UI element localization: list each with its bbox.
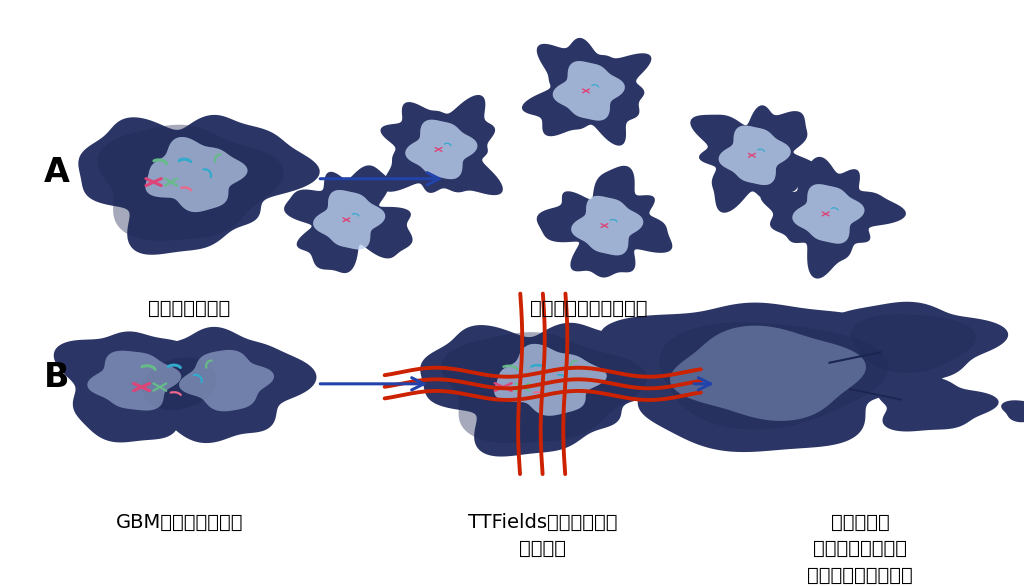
Polygon shape (53, 332, 221, 442)
Polygon shape (793, 184, 864, 244)
Text: 出現越來越多的癌細胞: 出現越來越多的癌細胞 (530, 299, 647, 318)
Polygon shape (97, 125, 284, 240)
Polygon shape (537, 166, 673, 278)
Polygon shape (87, 350, 181, 411)
Polygon shape (79, 115, 319, 255)
Polygon shape (851, 314, 976, 373)
Polygon shape (793, 184, 864, 244)
Polygon shape (148, 327, 316, 443)
Text: B: B (44, 362, 69, 394)
Polygon shape (313, 190, 385, 250)
Polygon shape (145, 137, 248, 212)
Text: TTFields干擾正在分裂
的癌細胞: TTFields干擾正在分裂 的癌細胞 (468, 513, 617, 558)
Polygon shape (522, 38, 651, 146)
Polygon shape (690, 105, 821, 213)
Polygon shape (441, 332, 647, 443)
Polygon shape (420, 323, 686, 456)
Text: GBM癌細胞開始分裂: GBM癌細胞開始分裂 (116, 513, 243, 532)
Polygon shape (553, 61, 625, 121)
Polygon shape (173, 352, 187, 416)
Polygon shape (179, 350, 274, 411)
Polygon shape (145, 137, 248, 212)
Text: A: A (43, 156, 70, 189)
Text: 癌細胞分裂
可能減緩或停止。
癌細胞可能被破壞。: 癌細胞分裂 可能減緩或停止。 癌細胞可能被破壞。 (807, 513, 913, 585)
Polygon shape (381, 95, 503, 195)
Polygon shape (670, 326, 866, 421)
Polygon shape (719, 125, 791, 185)
Polygon shape (1001, 400, 1024, 423)
Polygon shape (571, 196, 643, 255)
Polygon shape (553, 61, 625, 121)
Polygon shape (571, 196, 643, 255)
Polygon shape (141, 357, 217, 410)
Polygon shape (761, 157, 906, 278)
Polygon shape (719, 125, 791, 185)
Polygon shape (406, 120, 477, 179)
Polygon shape (495, 344, 607, 415)
Polygon shape (406, 120, 477, 179)
Polygon shape (495, 344, 607, 415)
Polygon shape (659, 322, 888, 430)
Polygon shape (284, 165, 413, 273)
Polygon shape (313, 190, 385, 250)
Polygon shape (828, 302, 1009, 382)
Text: 癌細胞開始分裂: 癌細胞開始分裂 (148, 299, 230, 318)
Polygon shape (600, 302, 951, 452)
Polygon shape (878, 377, 998, 431)
